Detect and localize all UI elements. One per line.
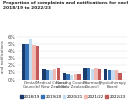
Text: Proportion of complaints and notifications for each registered workforce,
2018/1: Proportion of complaints and notificatio… bbox=[3, 1, 128, 10]
Bar bbox=[42, 69, 46, 80]
Y-axis label: Proportion of complaints
and notifications: Proportion of complaints and notificatio… bbox=[0, 32, 5, 81]
Bar bbox=[70, 75, 73, 80]
Bar bbox=[111, 70, 115, 80]
Bar bbox=[118, 73, 122, 80]
Bar bbox=[77, 74, 81, 80]
Bar bbox=[32, 45, 36, 80]
Bar bbox=[83, 68, 87, 80]
Bar bbox=[98, 69, 101, 80]
Bar bbox=[66, 74, 70, 80]
Legend: 2018/19, 2019/20, 2020/21, 2021/22, 2022/23: 2018/19, 2019/20, 2020/21, 2021/22, 2022… bbox=[19, 93, 127, 100]
Bar bbox=[53, 69, 56, 80]
Bar bbox=[87, 68, 90, 80]
Bar bbox=[29, 39, 32, 80]
Bar bbox=[108, 70, 111, 80]
Bar bbox=[104, 69, 107, 80]
Bar bbox=[115, 70, 118, 80]
Bar bbox=[49, 70, 53, 80]
Bar bbox=[63, 73, 66, 80]
Bar bbox=[22, 44, 25, 80]
Bar bbox=[36, 46, 39, 80]
Bar bbox=[46, 70, 49, 80]
Bar bbox=[94, 68, 98, 80]
Bar bbox=[57, 68, 60, 80]
Bar bbox=[74, 74, 77, 80]
Bar bbox=[25, 44, 29, 80]
Bar bbox=[90, 69, 94, 80]
